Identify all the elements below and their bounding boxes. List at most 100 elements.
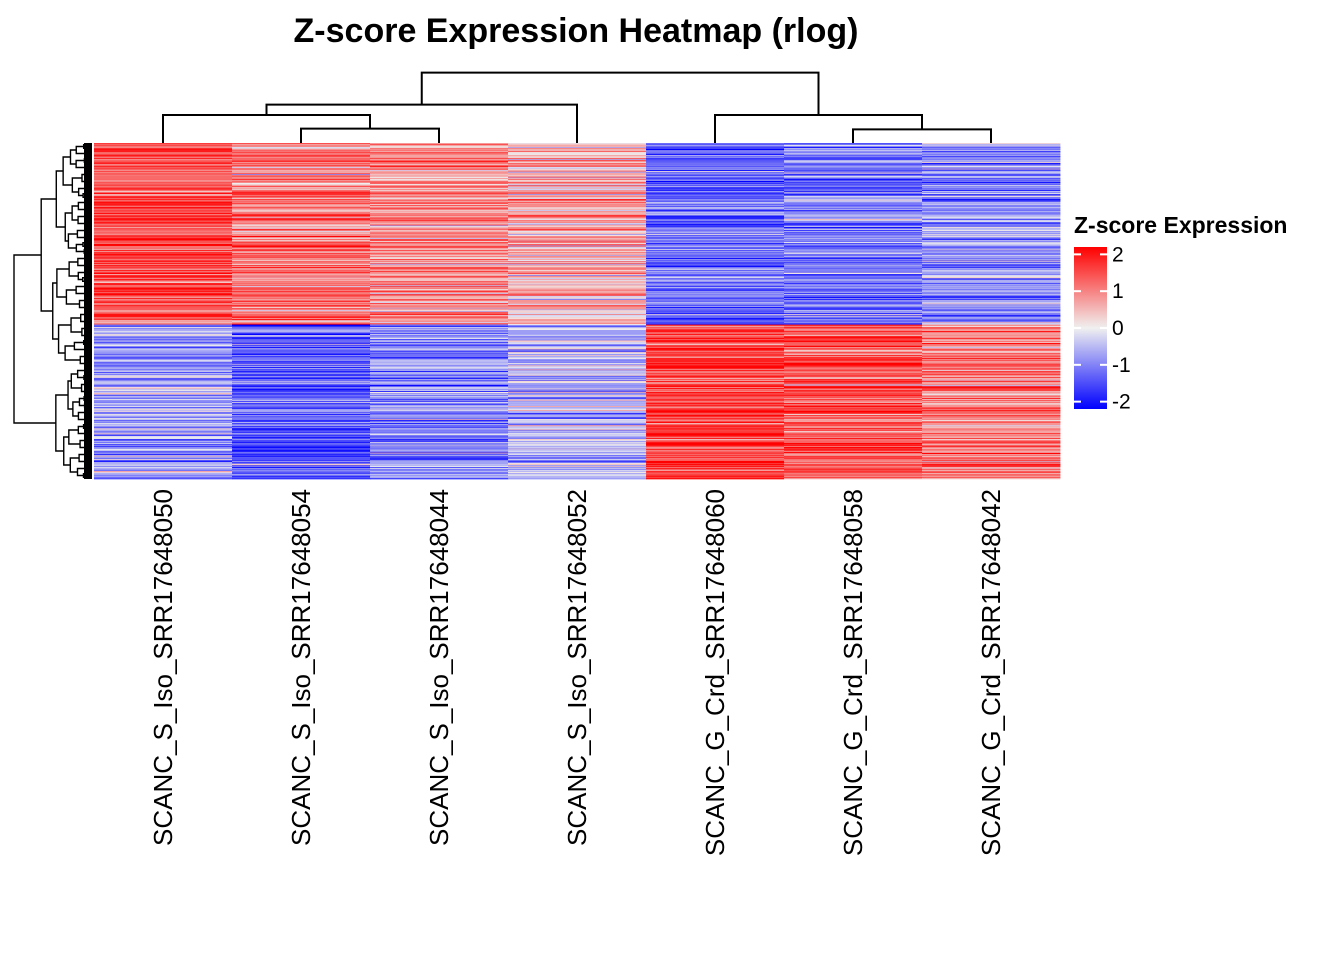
heatmap-cell [784,404,923,406]
heatmap-cell [232,275,371,277]
heatmap-cell [94,145,233,147]
heatmap-cell [508,372,647,374]
heatmap-cell [232,329,371,331]
heatmap-cell [922,295,1061,297]
row-dendrogram-branch [77,425,87,435]
heatmap-cell [646,406,785,408]
heatmap-cell [784,307,923,309]
heatmap-cell [370,341,509,343]
heatmap-cell [784,223,923,225]
heatmap-cell [922,223,1061,225]
heatmap-cell [94,151,233,153]
heatmap-cell [784,288,923,290]
heatmap-cell [370,324,509,326]
heatmap-cell [508,404,647,406]
heatmap-cell [646,270,785,272]
heatmap-cell [94,237,233,239]
heatmap-cell [508,349,647,351]
heatmap-cell [922,225,1061,227]
heatmap-cell [94,176,233,178]
heatmap-cell [646,418,785,420]
heatmap-cell [94,408,233,410]
heatmap-cell [370,355,509,357]
heatmap-cell [232,366,371,368]
heatmap-cell [370,410,509,412]
heatmap-cell [922,369,1061,371]
heatmap-cell [370,205,509,207]
heatmap-cell [232,302,371,304]
heatmap-cell [922,280,1061,282]
heatmap-cell [370,340,509,342]
heatmap-cell [646,176,785,178]
heatmap-cell [508,157,647,159]
heatmap-cell [370,295,509,297]
heatmap-cell [784,356,923,358]
heatmap-cell [232,350,371,352]
heatmap-cell [508,373,647,375]
heatmap-cell [94,167,233,169]
heatmap-cell [508,472,647,474]
heatmap-cell [646,356,785,358]
heatmap-cell [646,198,785,200]
heatmap-cell [370,226,509,228]
heatmap-cell [370,313,509,315]
heatmap-cell [94,473,233,475]
heatmap-cell [370,402,509,404]
heatmap-cell [922,370,1061,372]
heatmap-cell [94,278,233,280]
heatmap-cell [370,368,509,370]
heatmap-cell [370,358,509,360]
heatmap-cell [784,162,923,164]
heatmap-cell [784,323,923,325]
heatmap-cell [646,437,785,439]
heatmap-cell [94,470,233,472]
heatmap-cell [646,403,785,405]
heatmap-cell [232,228,371,230]
heatmap-cell [94,303,233,305]
heatmap-cell [646,255,785,257]
heatmap-cell [94,271,233,273]
heatmap-cell [94,444,233,446]
heatmap-cell [922,338,1061,340]
row-dendrogram-branch [63,436,71,466]
heatmap-cell [922,259,1061,261]
heatmap-cell [508,390,647,392]
heatmap-cell [646,334,785,336]
heatmap-cell [922,271,1061,273]
heatmap-cell [646,471,785,473]
heatmap-cell [370,303,509,305]
heatmap-cell [232,217,371,219]
heatmap-cell [646,273,785,275]
heatmap-cell [370,454,509,456]
heatmap-cell [646,303,785,305]
row-dendrogram-branch [76,229,86,239]
heatmap-cell [94,438,233,440]
heatmap-cell [94,446,233,448]
heatmap-cell [784,432,923,434]
heatmap-cell [508,360,647,362]
heatmap-cell [94,347,233,349]
heatmap-cell [646,307,785,309]
heatmap-cell [94,284,233,286]
heatmap-cell [922,341,1061,343]
heatmap-cell [922,234,1061,236]
heatmap-cell [508,294,647,296]
heatmap-cell [646,302,785,304]
heatmap-cell [370,463,509,465]
heatmap-cell [232,305,371,307]
heatmap-cell [94,294,233,296]
heatmap-cell [370,379,509,381]
heatmap-cell [94,217,233,219]
heatmap-cell [370,184,509,186]
heatmap-cell [94,273,233,275]
heatmap-cell [646,360,785,362]
heatmap-cell [784,280,923,282]
heatmap-cell [232,298,371,300]
heatmap-cell [922,403,1061,405]
heatmap-cell [646,267,785,269]
heatmap-cell [646,331,785,333]
heatmap-cell [232,223,371,225]
heatmap-cell [94,431,233,433]
heatmap-cell [784,259,923,261]
heatmap-cell [94,387,233,389]
